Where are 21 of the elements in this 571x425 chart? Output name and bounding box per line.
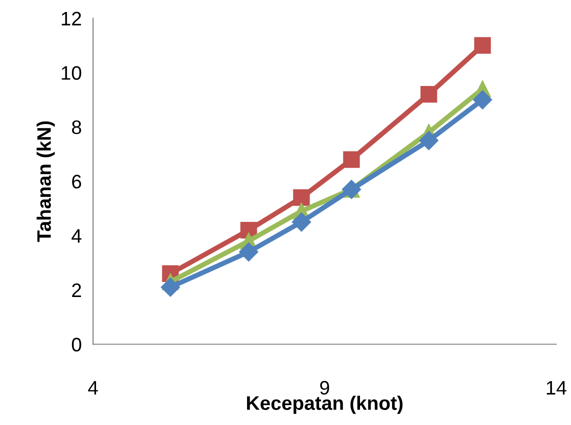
y-tick-label: 2	[72, 283, 81, 297]
point	[472, 90, 492, 110]
y-tick-label: 8	[72, 120, 82, 134]
x-tick-label: 9	[320, 380, 330, 395]
x-tick-label: 4	[88, 381, 98, 394]
y-axis-title: Tahanan (kN)	[36, 121, 55, 242]
point	[419, 130, 438, 150]
x-axis-title: Kecepatan (knot)	[247, 396, 403, 414]
y-tick-label: 12	[62, 12, 81, 26]
point	[474, 37, 491, 54]
y-tick-label: 0	[72, 338, 82, 352]
point	[343, 151, 360, 168]
point	[293, 189, 310, 206]
point	[160, 278, 180, 297]
point	[292, 212, 311, 232]
y-tick-label: 4	[72, 229, 82, 243]
y-tick-label: 10	[62, 66, 82, 80]
y-tick-label: 6	[72, 174, 82, 188]
x-tick-label: 14	[546, 381, 566, 394]
point	[239, 242, 258, 262]
point	[420, 86, 438, 103]
